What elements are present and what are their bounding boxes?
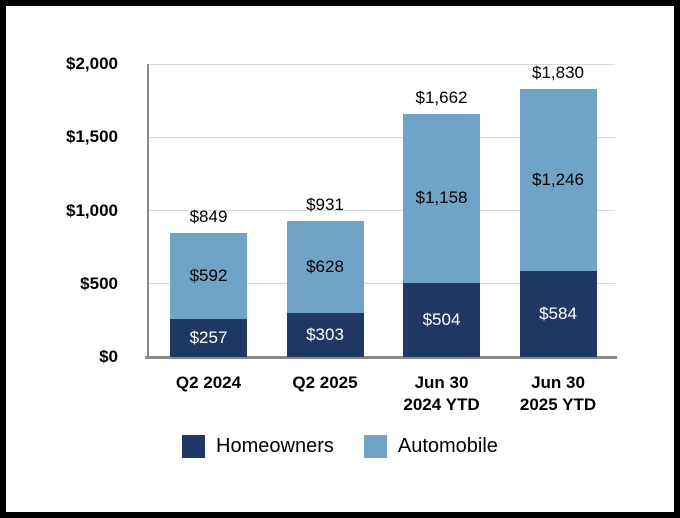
bar-group: $1,158 $504 xyxy=(403,113,480,357)
gridline xyxy=(149,283,615,285)
y-axis-tick-label: $0 xyxy=(99,347,118,366)
legend-item-homeowners: Homeowners xyxy=(182,435,334,458)
legend-label-automobile: Automobile xyxy=(397,435,498,457)
bar-total-label: $931 xyxy=(306,194,344,214)
y-axis-tick-label: $2,000 xyxy=(66,54,118,73)
bar-group: $628 $303 xyxy=(286,220,364,357)
x-axis-category-label: Jun 30 2025 YTD xyxy=(519,373,597,414)
x-axis-line xyxy=(145,356,617,359)
bar-total-label: $849 xyxy=(189,206,228,226)
x-axis-category-label: Q2 2024 xyxy=(175,373,242,392)
bar-segment-automobile: $1,158 xyxy=(403,113,480,284)
chart-legend: Homeowners Automobile xyxy=(6,435,674,458)
bar-group: $592 $257 xyxy=(170,232,247,357)
bar-group: $1,246 $584 xyxy=(519,88,597,357)
plot-area xyxy=(147,63,615,357)
bar-total-label: $1,662 xyxy=(415,87,468,107)
y-axis-tick-label: $1,500 xyxy=(66,127,118,147)
bar-segment-automobile: $592 xyxy=(170,232,247,320)
legend-label-homeowners: Homeowners xyxy=(216,435,334,457)
gridline xyxy=(149,210,615,211)
legend-item-automobile: Automobile xyxy=(363,435,498,458)
bar-segment-homeowners: $584 xyxy=(519,271,597,357)
legend-swatch-automobile xyxy=(363,435,387,458)
gridline xyxy=(149,136,615,138)
y-axis-tick-label: $1,000 xyxy=(66,200,118,220)
bar-total-label: $1,830 xyxy=(532,62,584,82)
bar-segment-homeowners: $303 xyxy=(286,312,364,357)
stacked-bar-chart: $2,000 $1,500 $1,000 $500 $0 $592 $257 $849 $62… xyxy=(6,6,674,512)
legend-swatch-homeowners xyxy=(182,435,206,458)
x-axis-category-label: Jun 30 2024 YTD xyxy=(403,373,480,414)
bar-segment-homeowners: $257 xyxy=(170,319,247,357)
y-axis-tick-label: $500 xyxy=(80,273,118,293)
x-axis-category-label: Q2 2025 xyxy=(292,373,358,392)
gridline xyxy=(149,63,615,65)
bar-segment-automobile: $628 xyxy=(286,220,364,313)
bar-segment-homeowners: $504 xyxy=(403,283,480,357)
bar-segment-automobile: $1,246 xyxy=(519,88,597,272)
